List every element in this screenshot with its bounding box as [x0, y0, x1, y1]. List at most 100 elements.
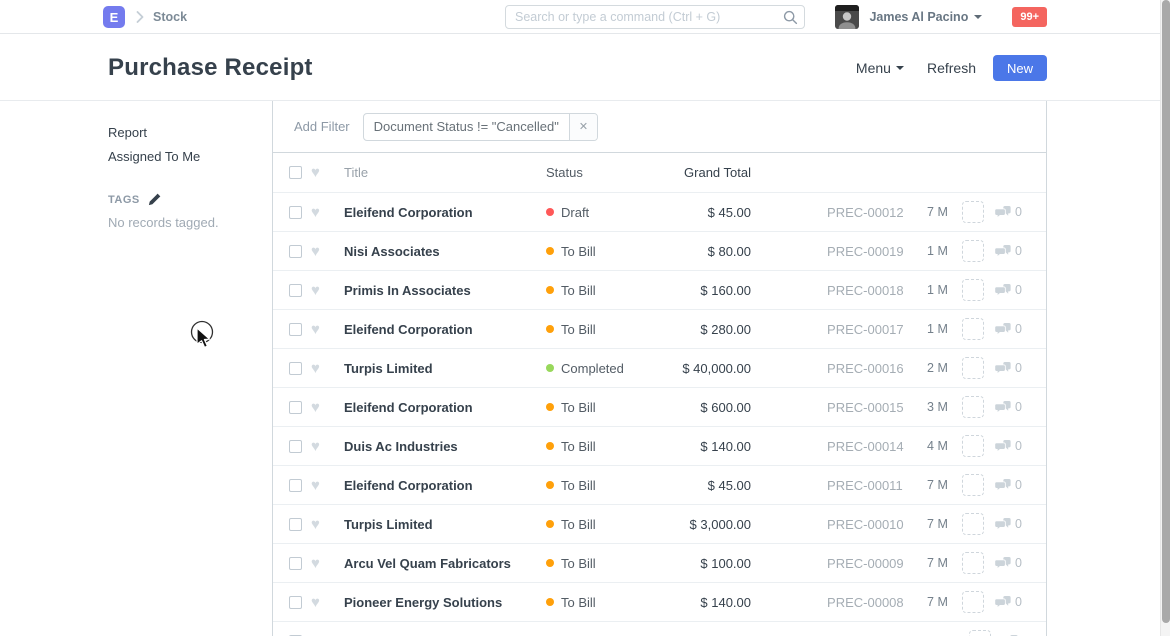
row-checkbox[interactable] [289, 556, 302, 570]
table-row[interactable]: ♥ Turpis Limited To Bill $ 3,000.00 PREC… [273, 505, 1046, 544]
table-row[interactable]: ♥ Nisi Associates To Bill $ 80.00 PREC-0… [273, 232, 1046, 271]
assign-placeholder[interactable] [962, 591, 985, 613]
like-icon[interactable]: ♥ [311, 554, 320, 572]
row-id[interactable]: PREC-00019 [827, 243, 904, 259]
sidebar-item-assigned-to-me[interactable]: Assigned To Me [108, 149, 201, 164]
row-title[interactable]: Eleifend Corporation [344, 399, 473, 415]
row-id[interactable]: PREC-00016 [827, 360, 904, 376]
page-scrollbar-thumb[interactable] [1162, 0, 1170, 623]
like-icon[interactable]: ♥ [311, 242, 320, 260]
like-icon[interactable]: ♥ [311, 634, 327, 636]
row-checkbox[interactable] [289, 283, 302, 297]
user-menu[interactable]: James Al Pacino [869, 10, 969, 24]
app-logo[interactable]: E [103, 6, 125, 28]
row-checkbox[interactable] [289, 478, 302, 492]
chevron-down-icon[interactable] [974, 15, 983, 19]
like-icon[interactable]: ♥ [311, 593, 320, 611]
active-filter-chip[interactable]: Document Status != "Cancelled" ✕ [362, 112, 599, 141]
like-icon[interactable]: ♥ [311, 359, 320, 377]
status-label: To Bill [561, 516, 596, 532]
row-title[interactable]: Nisi Associates [344, 243, 440, 259]
table-row[interactable]: ♥ Eleifend Corporation Draft $ 45.00 PRE… [273, 193, 1046, 232]
row-title[interactable]: Eleifend Corporation [344, 477, 473, 493]
assign-placeholder[interactable] [962, 318, 985, 340]
table-row[interactable]: ♥ Arcu Vel Quam Fabricators To Bill $ 10… [273, 544, 1046, 583]
row-checkbox[interactable] [289, 634, 302, 636]
row-status: To Bill [546, 322, 661, 337]
table-row[interactable]: ♥ Eleifend Corporation To Bill $ 45.00 P… [273, 466, 1046, 505]
refresh-button[interactable]: Refresh [926, 60, 976, 76]
row-title[interactable]: Turpis Limited [344, 360, 433, 376]
row-id[interactable]: PREC-00012 [827, 204, 904, 220]
avatar[interactable] [835, 5, 860, 29]
edit-tags-icon[interactable] [148, 193, 161, 206]
table-row[interactable]: ♥ Eleifend Corporation To Bill $ 600.00 … [273, 388, 1046, 427]
sidebar-item-report[interactable]: Report [108, 125, 148, 140]
assign-placeholder[interactable] [962, 396, 985, 418]
filter-area: Add Filter Document Status != "Cancelled… [273, 101, 1046, 153]
notification-badge[interactable]: 99+ [1012, 7, 1047, 27]
select-all-checkbox[interactable] [289, 166, 302, 179]
like-icon[interactable]: ♥ [311, 320, 320, 338]
row-id[interactable]: PREC-00011 [827, 477, 903, 493]
assign-placeholder[interactable] [962, 357, 985, 379]
row-checkbox[interactable] [289, 244, 302, 258]
table-row[interactable]: ♥ Pioneer Energy Solutions To Bill $ 140… [273, 583, 1046, 622]
row-title[interactable]: Turpis Limited [344, 516, 433, 532]
table-row[interactable]: ♥ Primis In Associates To Bill $ 160.00 … [273, 271, 1046, 310]
row-checkbox[interactable] [289, 361, 302, 375]
table-row[interactable]: ♥ [273, 622, 1046, 636]
row-title[interactable]: Eleifend Corporation [344, 321, 473, 337]
like-icon[interactable]: ♥ [311, 476, 320, 494]
row-id[interactable]: PREC-00015 [827, 399, 904, 415]
table-row[interactable]: ♥ Eleifend Corporation To Bill $ 280.00 … [273, 310, 1046, 349]
row-id[interactable]: PREC-00008 [827, 594, 904, 610]
row-id[interactable]: PREC-00018 [827, 282, 904, 298]
search-input[interactable] [505, 5, 805, 29]
table-row[interactable]: ♥ Duis Ac Industries To Bill $ 140.00 PR… [273, 427, 1046, 466]
breadcrumb[interactable]: Stock [153, 10, 188, 24]
assign-placeholder[interactable] [962, 552, 985, 574]
row-title[interactable]: Eleifend Corporation [344, 204, 473, 220]
like-icon[interactable]: ♥ [311, 515, 320, 533]
row-checkbox[interactable] [289, 595, 302, 609]
row-modified-time: 3 M [927, 400, 948, 414]
like-icon[interactable]: ♥ [311, 398, 320, 416]
assign-placeholder[interactable] [962, 513, 985, 535]
assign-placeholder[interactable] [962, 474, 985, 496]
row-modified-time: 7 M [927, 595, 948, 609]
row-title[interactable]: Duis Ac Industries [344, 438, 458, 454]
row-checkbox[interactable] [289, 205, 302, 219]
assign-placeholder[interactable] [969, 630, 991, 636]
new-button[interactable]: New [992, 55, 1047, 81]
menu-button[interactable]: Menu [856, 60, 904, 76]
row-title[interactable]: Pioneer Energy Solutions [344, 594, 503, 610]
row-checkbox[interactable] [289, 400, 302, 414]
status-dot [546, 559, 554, 567]
row-checkbox[interactable] [289, 322, 302, 336]
row-id[interactable]: PREC-00014 [827, 438, 904, 454]
like-icon[interactable]: ♥ [311, 203, 320, 221]
page-scrollbar-track[interactable] [1160, 0, 1170, 636]
row-id[interactable]: PREC-00017 [827, 321, 904, 337]
row-checkbox[interactable] [289, 517, 302, 531]
row-title[interactable]: Primis In Associates [344, 282, 471, 298]
row-id[interactable]: PREC-00010 [827, 516, 904, 532]
comment-count: 0 [1015, 244, 1022, 258]
row-id[interactable]: PREC-00009 [827, 555, 904, 571]
add-filter-button[interactable]: Add Filter [294, 119, 350, 134]
table-row[interactable]: ♥ Turpis Limited Completed $ 40,000.00 P… [273, 349, 1046, 388]
assign-placeholder[interactable] [962, 435, 985, 457]
row-title[interactable]: Arcu Vel Quam Fabricators [344, 555, 511, 571]
like-icon[interactable]: ♥ [311, 437, 320, 455]
assign-placeholder[interactable] [962, 279, 985, 301]
row-checkbox[interactable] [289, 439, 302, 453]
like-icon[interactable]: ♥ [311, 281, 320, 299]
assign-placeholder[interactable] [962, 201, 985, 223]
assign-placeholder[interactable] [962, 240, 985, 262]
remove-filter-icon[interactable]: ✕ [568, 113, 598, 140]
filter-chip-label[interactable]: Document Status != "Cancelled" [373, 119, 559, 134]
search-icon[interactable] [783, 10, 798, 30]
row-status: To Bill [546, 244, 661, 259]
liked-by-filter-icon[interactable]: ♥ [311, 164, 320, 181]
